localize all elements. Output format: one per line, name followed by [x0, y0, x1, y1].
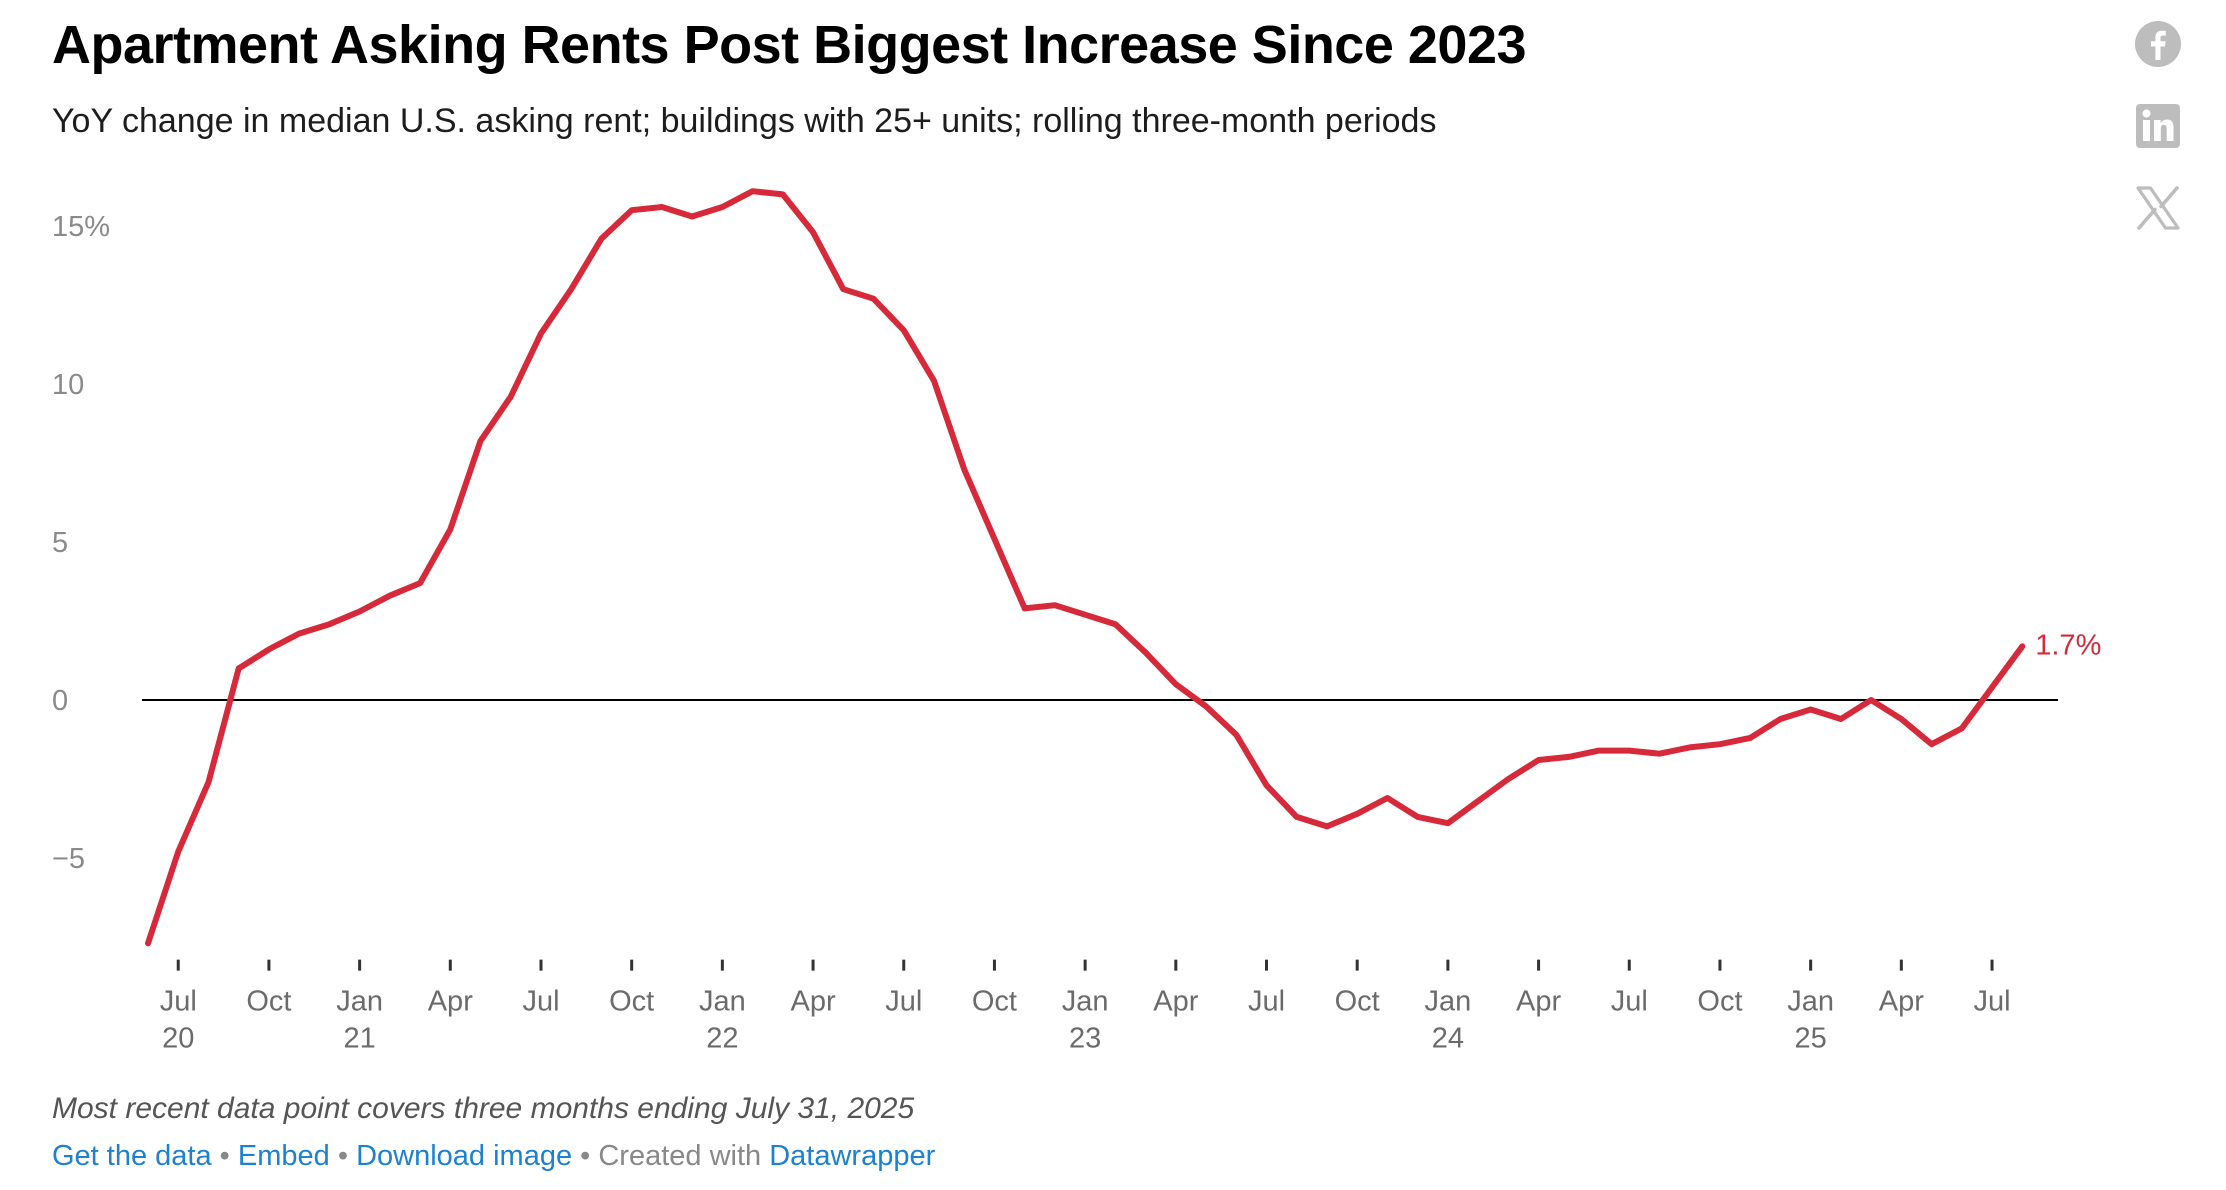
footer-separator: •: [329, 1140, 357, 1172]
x-tick-year-label: 24: [1432, 1023, 1464, 1055]
linkedin-share-button[interactable]: [2134, 102, 2182, 150]
y-tick-label: 0: [52, 685, 68, 717]
x-tick-label: Jul: [160, 986, 197, 1018]
end-value-label: 1.7%: [2035, 629, 2101, 661]
x-tick-label: Jan: [699, 986, 746, 1018]
line-chart: 15% 10 5 0 −5 Jul 20 Oct Jan 21 Apr Jul Oct Jan 22 Apr…: [52, 188, 2101, 1055]
chart-notes: Most recent data point covers three mont…: [52, 1092, 915, 1125]
x-tick-label: Jul: [522, 986, 559, 1018]
y-axis: 15% 10 5 0 −5: [52, 211, 110, 875]
x-tick-label: Apr: [1516, 986, 1561, 1018]
footer-credit: • Created with: [572, 1140, 770, 1172]
x-tick-year-label: 20: [162, 1023, 194, 1055]
x-tick-label: Jul: [1248, 986, 1285, 1018]
x-tick-year-label: 22: [706, 1023, 738, 1055]
x-tick-label: Oct: [1335, 986, 1380, 1018]
embed-link[interactable]: Embed: [237, 1140, 330, 1172]
x-tick-label: Jan: [336, 986, 383, 1018]
x-tick-label: Apr: [1879, 986, 1924, 1018]
linkedin-icon: [2136, 104, 2180, 148]
footer: Get the data • Embed • Download image • …: [52, 1140, 935, 1173]
datawrapper-link[interactable]: Datawrapper: [769, 1140, 936, 1172]
x-tick-label: Oct: [972, 986, 1017, 1018]
x-tick-label: Apr: [790, 986, 835, 1018]
x-tick-label: Oct: [1697, 986, 1742, 1018]
x-share-button[interactable]: [2134, 184, 2182, 232]
x-tick-year-label: 23: [1069, 1023, 1101, 1055]
x-tick-label: Oct: [246, 986, 291, 1018]
facebook-icon: [2135, 21, 2181, 67]
y-tick-label: −5: [52, 843, 85, 875]
x-tick-year-label: 21: [343, 1023, 375, 1055]
y-tick-label: 5: [52, 527, 68, 559]
x-tick-label: Oct: [609, 986, 654, 1018]
get-data-link[interactable]: Get the data: [52, 1140, 212, 1172]
x-tick-label: Jan: [1425, 986, 1472, 1018]
y-tick-label: 10: [52, 369, 84, 401]
x-tick-label: Jul: [885, 986, 922, 1018]
x-tick-label: Jan: [1787, 986, 1834, 1018]
series-line: [145, 188, 2026, 947]
x-tick-label: Jan: [1062, 986, 1109, 1018]
x-tick-label: Jul: [1611, 986, 1648, 1018]
x-tick-label: Apr: [1153, 986, 1198, 1018]
facebook-share-button[interactable]: [2134, 20, 2182, 68]
x-tick-year-label: 25: [1795, 1023, 1827, 1055]
x-axis: Jul 20 Oct Jan 21 Apr Jul Oct Jan 22 Apr Jul Oct Jan 2…: [160, 959, 2011, 1055]
chart-subtitle: YoY change in median U.S. asking rent; b…: [52, 102, 1437, 140]
x-tick-label: Jul: [1973, 986, 2010, 1018]
chart-title: Apartment Asking Rents Post Biggest Incr…: [52, 15, 1527, 75]
download-image-link[interactable]: Download image: [356, 1140, 573, 1172]
x-icon: [2136, 186, 2180, 230]
x-tick-label: Apr: [428, 986, 473, 1018]
y-tick-label: 15%: [52, 211, 110, 243]
footer-separator: •: [211, 1140, 238, 1172]
